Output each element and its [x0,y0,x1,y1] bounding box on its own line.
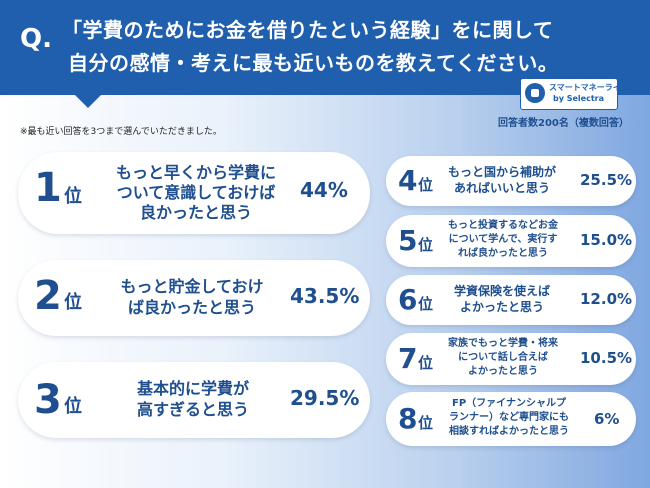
answer-line: れば良かったと思う [458,248,548,259]
rank-card-2: 2 位 もっと貯金しておけ ば良かったと思う 43.5% [18,260,370,336]
rank-card-4: 4 位 もっと国から補助が あればいいと思う 25.5% [386,156,636,206]
answer-text: もっと国から補助が あればいいと思う [436,164,568,196]
rank-number: 8 [398,402,418,435]
rank-number: 7 [398,342,418,375]
header-pointer [74,94,102,108]
rank-card-8: 8 位 FP（ファイナンシャルプ ランナー）など専門家にも 相談すればよかったと… [386,392,636,446]
answer-line: ば良かったと思う [127,298,256,317]
answer-line: 基本的に学費が [136,379,249,398]
question-line-1: 「学費のためにお金を借りたという経験」をに関して [62,18,554,42]
answer-line: ついて意識しておけば [116,183,276,202]
answer-text: 学資保険を使えば よかったと思う [440,283,564,315]
rank-card-7: 7 位 家族でもっと学費・将来 について話し合えば よかったと思う 10.5% [386,333,636,385]
answer-line: FP（ファイナンシャルプ [452,398,566,409]
rank-suffix: 位 [418,354,434,372]
percentage: 12.0% [580,290,633,308]
answer-line: 学資保険を使えば [453,284,550,298]
answer-line: 高すぎると思う [136,400,249,419]
answer-text: もっと早くから学費に ついて意識しておけば 良かったと思う [96,163,296,223]
answer-line: もっと早くから学費に [115,163,276,182]
answer-text: 基本的に学費が 高すぎると思う [118,378,268,420]
percentage: 44% [300,178,348,202]
rank-suffix: 位 [418,176,434,194]
percentage: 15.0% [580,231,633,249]
rank-suffix: 位 [64,396,82,417]
answer-line: について学んで、実行す [448,234,558,245]
rank-suffix: 位 [64,292,82,313]
percentage: 10.5% [580,349,633,367]
selection-note: ※最も近い回答を3つまで選んでいただきました。 [20,127,222,137]
rank-number: 5 [398,224,418,257]
answer-text: もっと投資するなどお金 について学んで、実行す れば良かったと思う [436,219,570,261]
answer-line: あればいいと思う [453,181,550,195]
answer-text: もっと貯金しておけ ば良かったと思う [102,276,282,318]
respondent-count: 回答者数200名（複数回答） [498,118,629,129]
rank-number: 6 [398,283,418,316]
rank-number: 1 [34,165,62,211]
house-icon [525,83,545,103]
answer-line: 良かったと思う [139,203,252,222]
logo-sub-text: by Selectra [553,94,604,103]
rank-suffix: 位 [418,414,434,432]
answer-line: 家族でもっと学費・将来 [448,338,558,349]
rank-suffix: 位 [418,236,434,254]
answer-line: もっと貯金しておけ [120,277,264,296]
brand-logo: スマートマネーライフ by Selectra [520,78,629,110]
answer-line: よかったと思う [468,366,538,377]
rank-card-1: 1 位 もっと早くから学費に ついて意識しておけば 良かったと思う 44% [18,152,370,234]
rank-card-3: 3 位 基本的に学費が 高すぎると思う 29.5% [18,362,370,438]
rank-number: 2 [34,273,62,319]
percentage: 29.5% [290,386,360,410]
rank-suffix: 位 [64,186,82,207]
answer-line: もっと国から補助が [447,165,556,179]
answer-line: よかったと思う [459,300,544,314]
percentage: 43.5% [290,284,360,308]
percentage: 6% [594,410,620,428]
rank-card-6: 6 位 学資保険を使えば よかったと思う 12.0% [386,275,636,325]
rank-suffix: 位 [418,295,434,313]
question-line-2: 自分の感情・考えに最も近いものを教えてください。 [68,51,559,75]
answer-text: FP（ファイナンシャルプ ランナー）など専門家にも 相談すればよかったと思う [434,397,584,439]
answer-text: 家族でもっと学費・将来 について話し合えば よかったと思う [436,337,570,379]
percentage: 25.5% [580,171,633,189]
rank-card-5: 5 位 もっと投資するなどお金 について学んで、実行す れば良かったと思う 15… [386,215,636,267]
answer-line: 相談すればよかったと思う [449,426,569,437]
question-mark-label: Q. [20,24,52,54]
rank-number: 4 [398,164,418,197]
answer-line: ランナー）など専門家にも [449,412,569,423]
rank-number: 3 [34,377,62,423]
answer-line: について話し合えば [458,352,548,363]
answer-line: もっと投資するなどお金 [448,220,558,231]
logo-main-text: スマートマネーライフ [549,83,629,92]
